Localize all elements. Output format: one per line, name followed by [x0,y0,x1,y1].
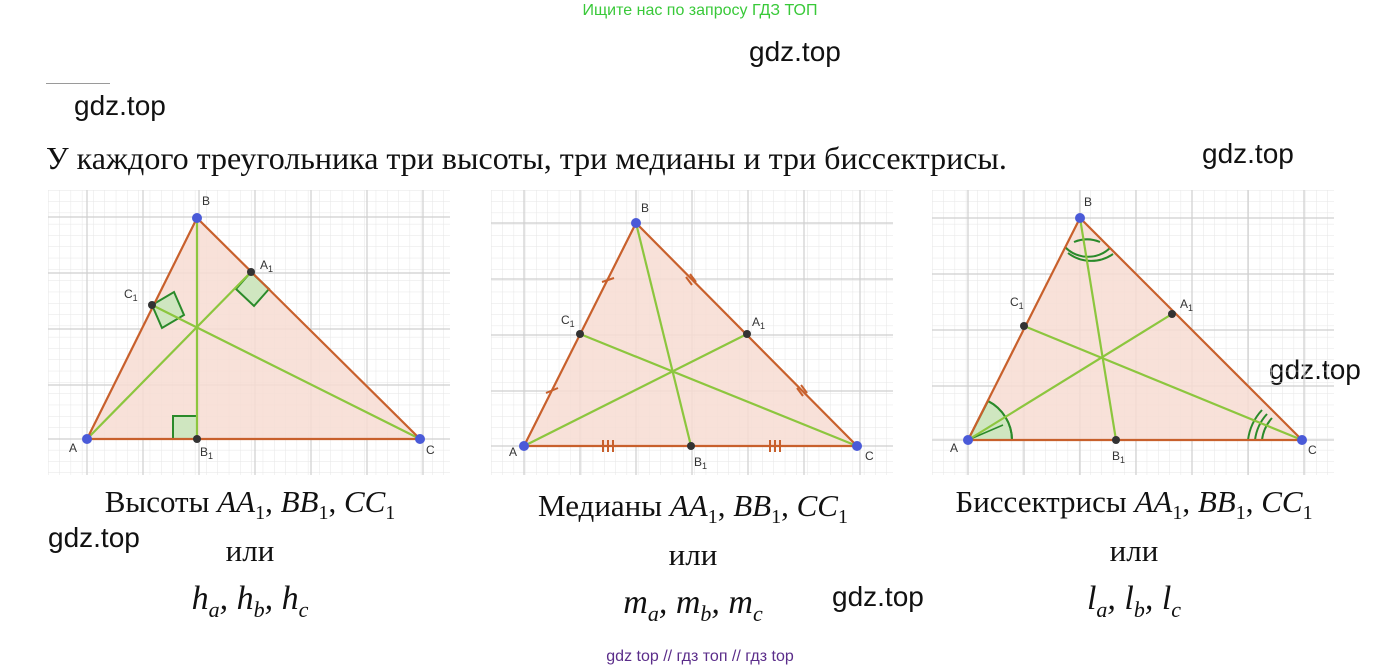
label-c1: C1 [124,287,138,303]
or-text: или [225,533,275,568]
label-b1: B1 [1112,449,1125,465]
label-b1: B1 [200,445,213,461]
medians-diagram: A B C A1 C1 B1 [491,190,893,475]
bisectors-caption: Биссектрисы AA1, BB1, CC1 [955,484,1313,525]
watermark: gdz.top [1202,138,1294,169]
label-a1: A1 [260,258,273,274]
medians-caption: Медианы AA1, BB1, CC1 [538,488,848,529]
label-a: A [69,441,77,455]
point-c [852,441,862,451]
triangle-fill [968,218,1302,440]
point-b1 [193,435,201,443]
point-b1 [1112,436,1120,444]
label-c: C [1308,443,1317,457]
or-text: или [668,537,718,572]
label-a: A [509,445,517,459]
point-a1 [247,268,255,276]
point-a [963,435,973,445]
right-angle-mark [150,290,186,330]
label-a: A [950,441,958,455]
medians-formula: ma, mb, mc [623,584,763,626]
label-c: C [865,449,874,463]
point-c1 [1020,322,1028,330]
divider [46,83,110,84]
label-b: B [1084,195,1092,209]
point-a [519,441,529,451]
label-c1: C1 [561,313,575,329]
altitudes-caption: Высоты AA1, BB1, CC1 [104,484,396,525]
point-b [631,218,641,228]
label-c1: C1 [1010,295,1024,311]
triangle-sides [85,216,423,441]
bisectors-formula: la, lb, lc [1086,580,1182,622]
altitudes-formula: ha, hb, hc [191,580,309,622]
altitudes-diagram: A B C A1 C1 B1 [48,190,450,475]
footer: gdz top // гдз топ // гдз top [606,648,794,665]
label-b: B [641,201,649,215]
point-b [192,213,202,223]
bisectors [967,217,1303,442]
or-text: или [1109,533,1159,568]
point-c [415,434,425,444]
medians [523,222,858,448]
point-b1 [687,442,695,450]
equal-marks [545,273,808,452]
watermark: gdz.top [74,90,166,121]
intro-text: У каждого треугольника три высоты, три м… [46,140,1007,176]
point-a1 [1168,310,1176,318]
triangle-fill [524,223,857,446]
label-b1: B1 [694,455,707,471]
point-a [82,434,92,444]
point-b [1075,213,1085,223]
label-a1: A1 [752,315,765,331]
point-c1 [148,301,156,309]
label-b: B [202,194,210,208]
watermark: gdz.top [832,581,924,612]
right-angle-mark [172,415,198,440]
point-c [1297,435,1307,445]
watermark: gdz.top [48,522,140,553]
label-a1: A1 [1180,297,1193,313]
label-c: C [426,443,435,457]
altitudes [86,218,421,440]
point-c1 [576,330,584,338]
top-banner: Ищите нас по запросу ГДЗ ТОП [582,2,818,19]
point-a1 [743,330,751,338]
watermark: gdz.top [749,36,841,67]
bisectors-diagram: A B C A1 C1 B1 [932,190,1334,475]
